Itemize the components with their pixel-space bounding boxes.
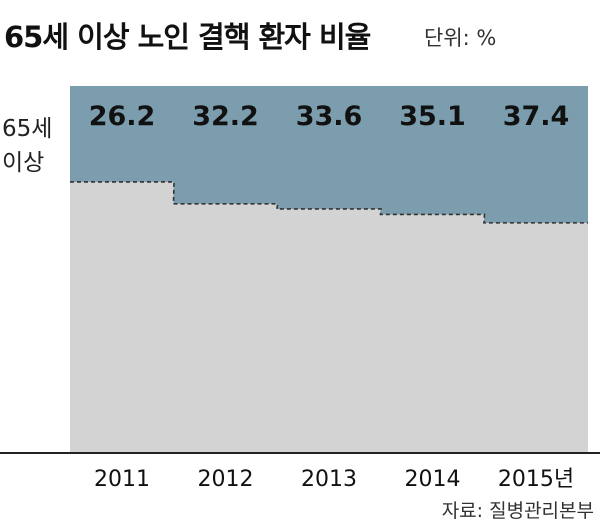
- x-tick-label-2013: 2013: [301, 467, 357, 492]
- connector-dashed-line: [70, 181, 588, 224]
- x-tick-label-2011: 2011: [94, 467, 150, 492]
- unit-label: 단위: %: [424, 26, 497, 50]
- bar-bottom-segment-2012: [173, 203, 278, 452]
- bar-bottom-segment-2011: [70, 181, 174, 452]
- bar-bottom-segment-2013: [277, 208, 381, 452]
- bar-top-segment-2012: [173, 86, 278, 204]
- bar-bottom-segment-2014: [380, 214, 485, 452]
- bar-top-segment-2011: [70, 86, 174, 182]
- chart-title: 65세 이상 노인 결핵 환자 비율: [4, 20, 371, 54]
- data-label-2013: 33.6: [296, 101, 363, 132]
- x-tick-label-2014: 2014: [405, 467, 461, 492]
- bar-top-segment-2015년: [484, 86, 588, 223]
- data-label-2014: 35.1: [399, 101, 466, 132]
- series-side-label: 65세 이상: [2, 112, 62, 180]
- source-label: 자료: 질병관리본부: [441, 500, 594, 522]
- x-tick-label-2015년: 2015년: [498, 467, 574, 492]
- x-tick-label-2012: 2012: [198, 467, 254, 492]
- bar-bottom-segment-2015년: [484, 222, 588, 452]
- side-label-line-2: 이상: [2, 150, 45, 176]
- bar-top-segment-2013: [277, 86, 381, 209]
- side-label-line-1: 65세: [2, 116, 53, 142]
- bar-top-segment-2014: [380, 86, 485, 215]
- data-label-2015년: 37.4: [503, 101, 570, 132]
- data-label-2012: 32.2: [192, 101, 259, 132]
- data-label-2011: 26.2: [89, 101, 156, 132]
